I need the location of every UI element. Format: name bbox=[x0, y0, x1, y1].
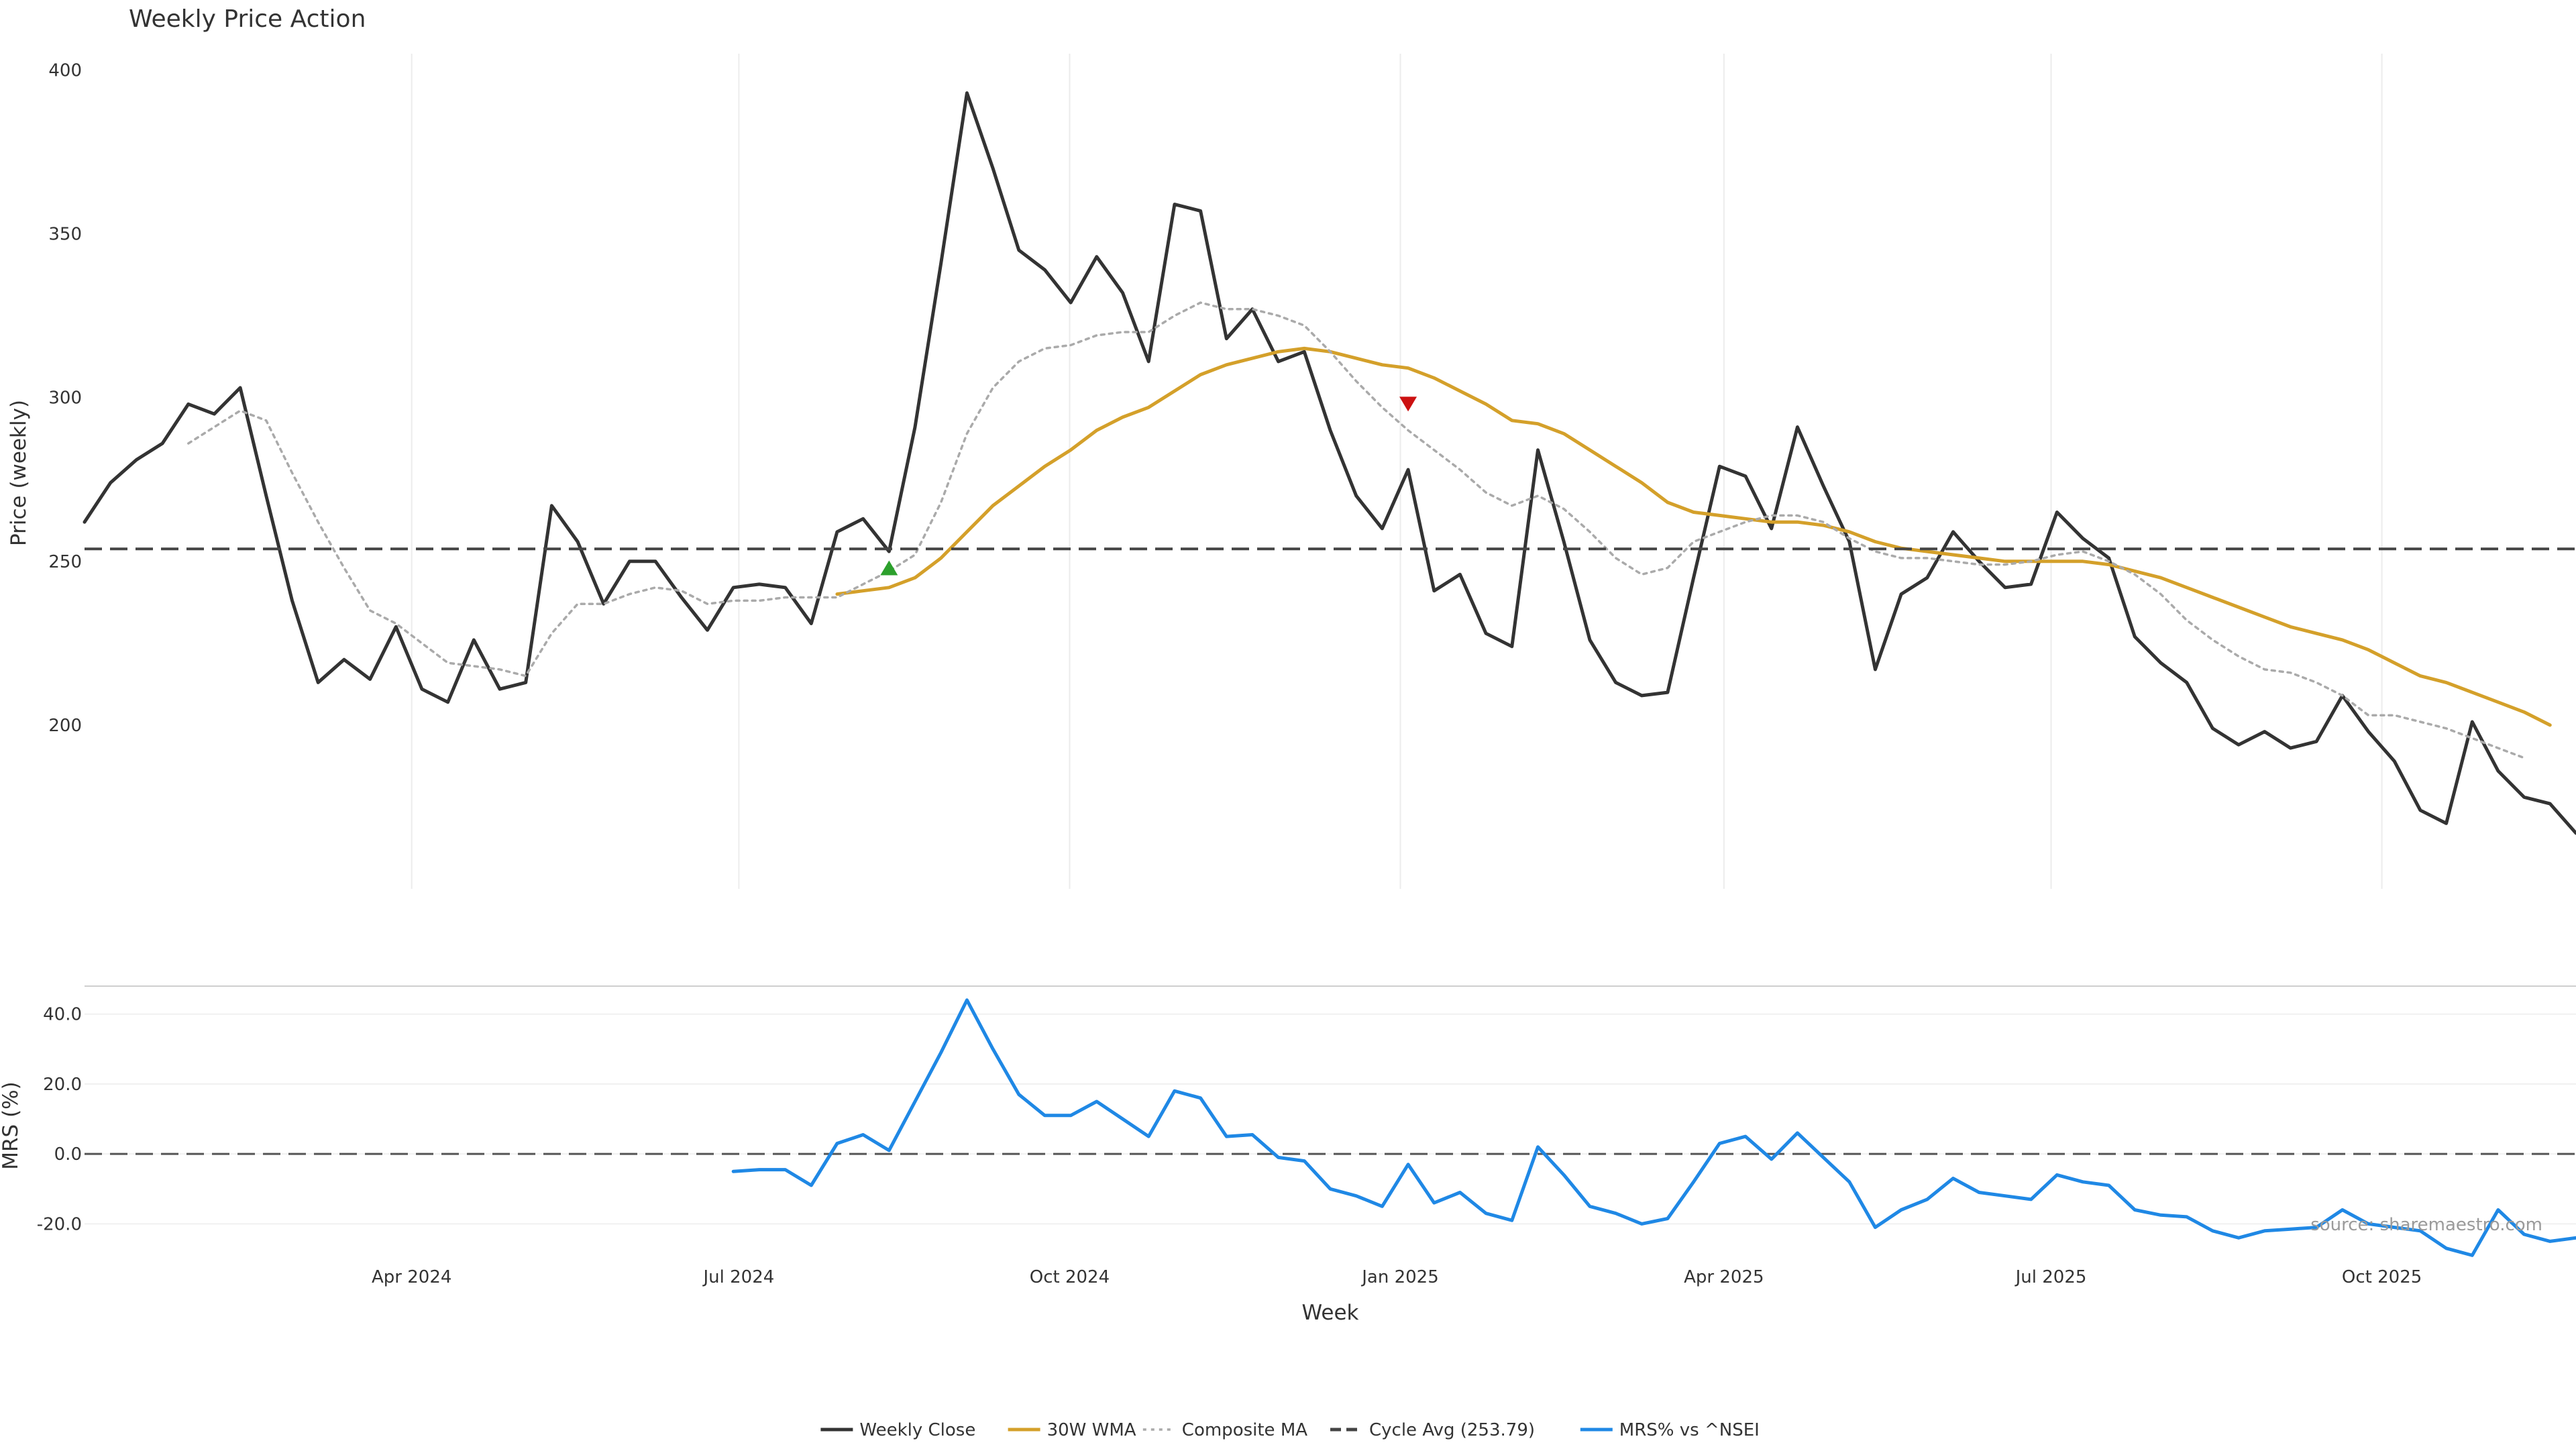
legend-label: 30W WMA bbox=[1047, 1420, 1136, 1440]
price-tick-label: 350 bbox=[48, 225, 82, 245]
weekly-close-line bbox=[83, 91, 2576, 835]
x-tick-label: Jul 2024 bbox=[702, 1267, 774, 1287]
legend-label: Cycle Avg (253.79) bbox=[1369, 1420, 1535, 1440]
mrs-tick-label: 40.0 bbox=[43, 1005, 82, 1025]
mrs-tick-label: -20.0 bbox=[37, 1214, 82, 1234]
price-tick-label: 300 bbox=[48, 388, 82, 409]
x-tick-label: Apr 2025 bbox=[1684, 1267, 1764, 1287]
legend-label: Composite MA bbox=[1182, 1420, 1307, 1440]
legend: Weekly Close 30W WMA Composite MA Cycle Avg… bbox=[820, 1420, 1760, 1440]
30w-wma-line bbox=[835, 346, 2552, 727]
composite-ma-line bbox=[187, 301, 2526, 759]
price-tick-label: 200 bbox=[48, 716, 82, 736]
price-axis-label: Price (weekly) bbox=[7, 400, 31, 546]
mrs-tick-label: 20.0 bbox=[43, 1075, 82, 1095]
x-tick-label: Oct 2024 bbox=[1030, 1267, 1110, 1287]
mrs-tick-label: 0.0 bbox=[54, 1144, 82, 1165]
mrs-line bbox=[731, 998, 2576, 1257]
x-axis-ticks: Apr 2024 Jul 2024 Oct 2024 Jan 2025 Apr 2025… bbox=[372, 1267, 2422, 1287]
x-tick-label: Oct 2025 bbox=[2342, 1267, 2422, 1287]
mrs-y-ticks: -20.0 0.0 20.0 40.0 bbox=[37, 1005, 82, 1235]
legend-label: MRS% vs ^NSEI bbox=[1619, 1420, 1760, 1440]
x-axis-label: Week bbox=[1302, 1301, 1359, 1325]
x-tick-label: Jul 2025 bbox=[2015, 1267, 2087, 1287]
sell-marker bbox=[1399, 396, 1417, 412]
price-tick-label: 400 bbox=[48, 60, 82, 80]
price-series bbox=[83, 91, 2576, 835]
mrs-axis-label: MRS (%) bbox=[0, 1081, 23, 1169]
buy-marker bbox=[880, 560, 898, 576]
price-grid bbox=[411, 54, 2383, 889]
source-watermark: source: sharemaestro.com bbox=[2310, 1215, 2542, 1235]
signal-markers bbox=[880, 396, 1417, 576]
chart-title: Weekly Price Action bbox=[129, 5, 366, 33]
x-tick-label: Jan 2025 bbox=[1360, 1267, 1439, 1287]
price-tick-label: 250 bbox=[48, 552, 82, 572]
mrs-series bbox=[85, 998, 2576, 1257]
x-tick-label: Apr 2024 bbox=[372, 1267, 451, 1287]
price-y-ticks: 200 250 300 350 400 bbox=[48, 60, 82, 735]
legend-label: Weekly Close bbox=[859, 1420, 975, 1440]
